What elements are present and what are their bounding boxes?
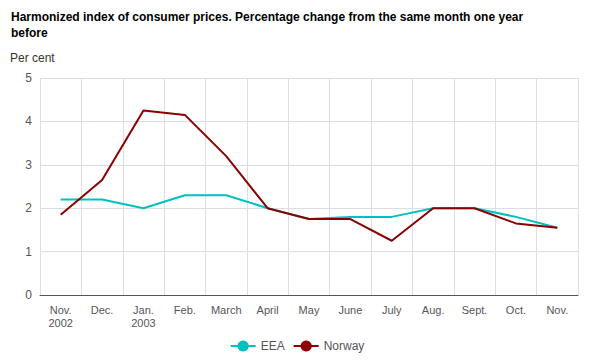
svg-text:3: 3 (25, 158, 32, 172)
svg-text:Per cent: Per cent (10, 51, 55, 65)
svg-text:Dec.: Dec. (91, 304, 114, 316)
svg-text:Harmonized index of consumer p: Harmonized index of consumer prices. Per… (11, 10, 523, 24)
svg-text:4: 4 (25, 114, 32, 128)
svg-text:2002: 2002 (48, 317, 72, 329)
svg-text:May: May (299, 304, 320, 316)
svg-text:April: April (257, 304, 279, 316)
svg-text:Sept.: Sept. (462, 304, 488, 316)
svg-text:Nov.: Nov. (50, 304, 72, 316)
svg-text:March: March (211, 304, 242, 316)
svg-text:0: 0 (25, 288, 32, 302)
svg-text:2003: 2003 (131, 317, 155, 329)
svg-text:Norway: Norway (324, 339, 365, 353)
svg-text:Oct.: Oct. (506, 304, 526, 316)
svg-text:Nov.: Nov. (546, 304, 568, 316)
svg-text:June: June (338, 304, 362, 316)
svg-text:Jan.: Jan. (133, 304, 154, 316)
svg-text:1: 1 (25, 245, 32, 259)
svg-text:before: before (11, 26, 48, 40)
svg-text:Aug.: Aug. (422, 304, 445, 316)
svg-text:Feb.: Feb. (174, 304, 196, 316)
svg-text:2: 2 (25, 201, 32, 215)
svg-text:5: 5 (25, 71, 32, 85)
svg-text:EEA: EEA (261, 339, 285, 353)
svg-text:July: July (382, 304, 402, 316)
